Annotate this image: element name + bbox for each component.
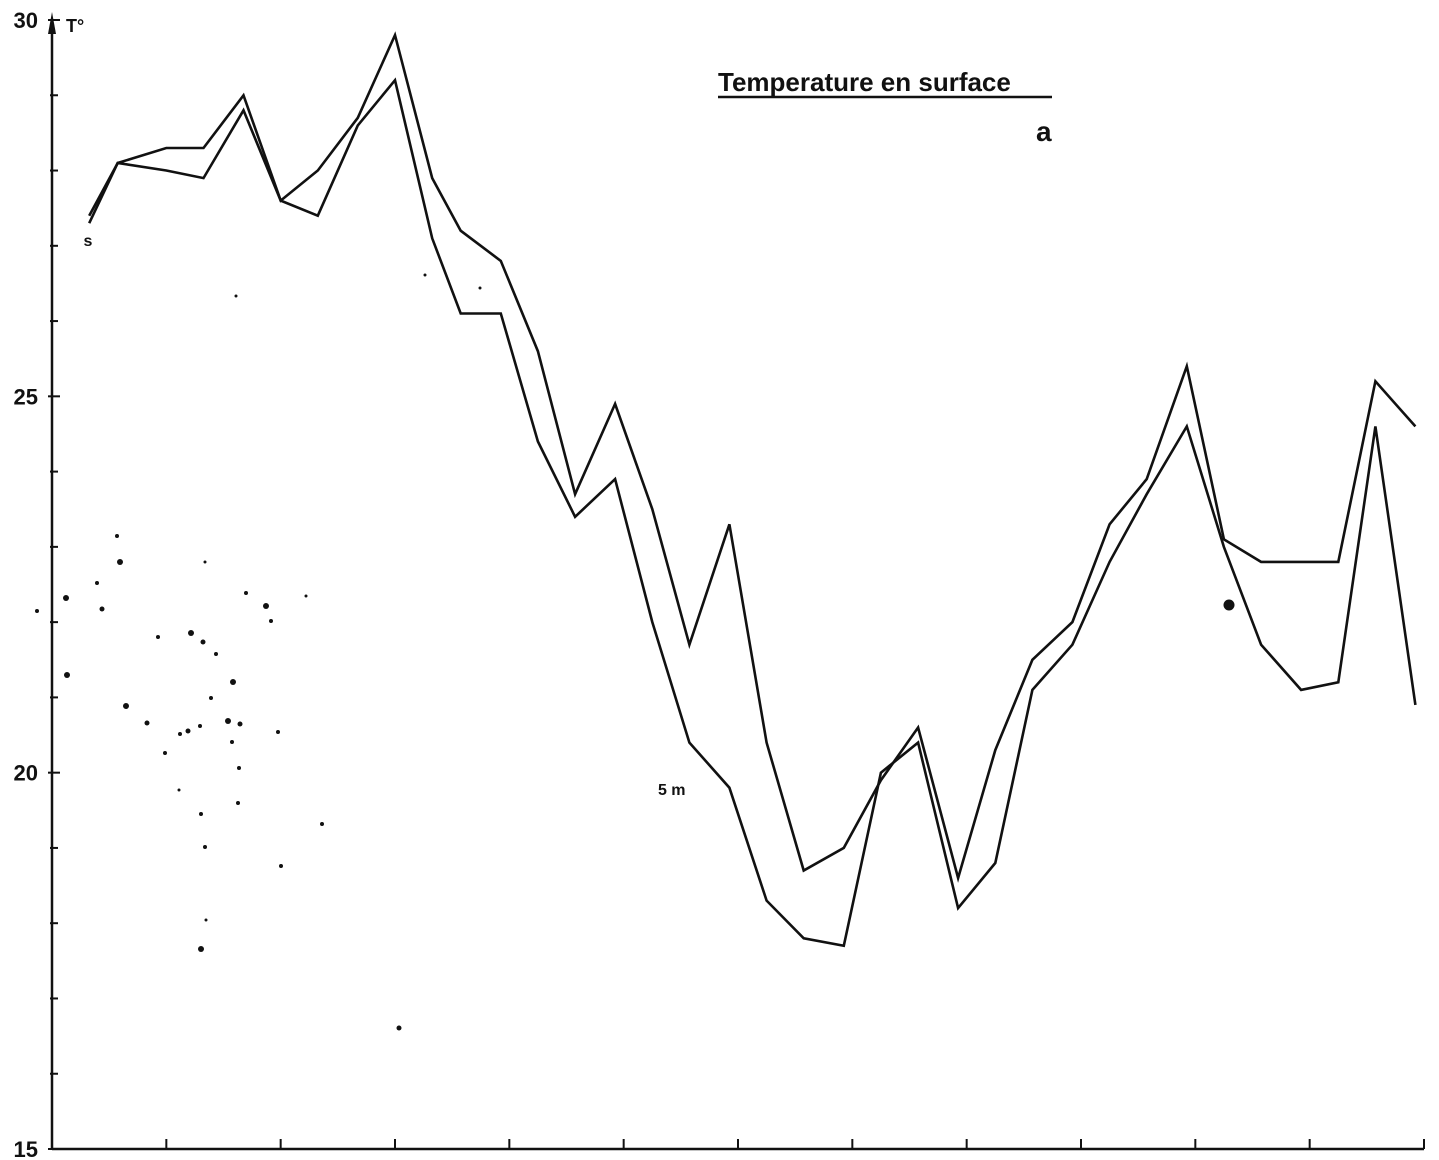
- chart-title: Temperature en surface: [718, 67, 1011, 97]
- speckle-dot: [269, 619, 273, 623]
- speckle-dot: [185, 728, 191, 734]
- speckle-dot: [64, 672, 70, 678]
- speckle-dot: [177, 788, 181, 792]
- speckle-noise: [35, 273, 1235, 1031]
- speckle-dot: [214, 652, 218, 656]
- series-layer: [88, 31, 1417, 948]
- speckle-dot: [123, 703, 129, 709]
- speckle-dot: [1223, 599, 1235, 611]
- y-tick-label: 15: [14, 1137, 38, 1160]
- annotation-label: 5 m: [658, 782, 686, 799]
- speckle-dot: [117, 559, 123, 565]
- speckle-dot: [188, 630, 194, 636]
- speckle-dot: [198, 946, 204, 952]
- speckle-dot: [209, 696, 213, 700]
- speckle-dot: [320, 822, 324, 826]
- speckle-dot: [225, 718, 231, 724]
- speckle-dot: [244, 591, 248, 595]
- speckle-dot: [276, 730, 280, 734]
- speckle-dot: [156, 635, 160, 639]
- speckle-dot: [198, 724, 202, 728]
- speckle-dot: [263, 603, 269, 609]
- speckle-dot: [423, 273, 427, 277]
- speckle-dot: [478, 286, 482, 290]
- speckle-dot: [163, 751, 167, 755]
- speckle-dot: [230, 679, 236, 685]
- speckle-dot: [178, 732, 182, 736]
- y-tick-label: 25: [14, 384, 38, 409]
- speckle-dot: [115, 534, 119, 538]
- annotation-label: s: [83, 233, 92, 250]
- series-line-2: [88, 77, 1417, 948]
- speckle-dot: [200, 639, 206, 645]
- y-axis-arrow: [48, 12, 56, 34]
- y-axis-label: T°: [66, 16, 84, 36]
- speckle-dot: [236, 801, 240, 805]
- speckle-dot: [63, 595, 69, 601]
- speckle-dot: [237, 721, 243, 727]
- speckle-dot: [304, 594, 308, 598]
- speckle-dot: [279, 864, 283, 868]
- speckle-dot: [204, 918, 208, 922]
- speckle-dot: [99, 606, 105, 612]
- series-line-1: [88, 31, 1417, 883]
- speckle-dot: [35, 609, 39, 613]
- y-tick-label: 20: [14, 761, 38, 786]
- y-tick-label: 30: [14, 8, 38, 33]
- speckle-dot: [144, 720, 150, 726]
- speckle-dot: [199, 812, 203, 816]
- speckle-dot: [95, 581, 99, 585]
- speckle-dot: [234, 294, 238, 298]
- speckle-dot: [203, 845, 207, 849]
- speckle-dot: [237, 766, 241, 770]
- axes-layer: 15 20 25 30: [14, 8, 1425, 1160]
- speckle-dot: [230, 740, 234, 744]
- speckle-dot: [203, 560, 207, 564]
- annotation-layer: Temperature en surface a T° s 5 m: [66, 16, 1052, 799]
- panel-label: a: [1036, 116, 1052, 147]
- speckle-dot: [396, 1025, 402, 1031]
